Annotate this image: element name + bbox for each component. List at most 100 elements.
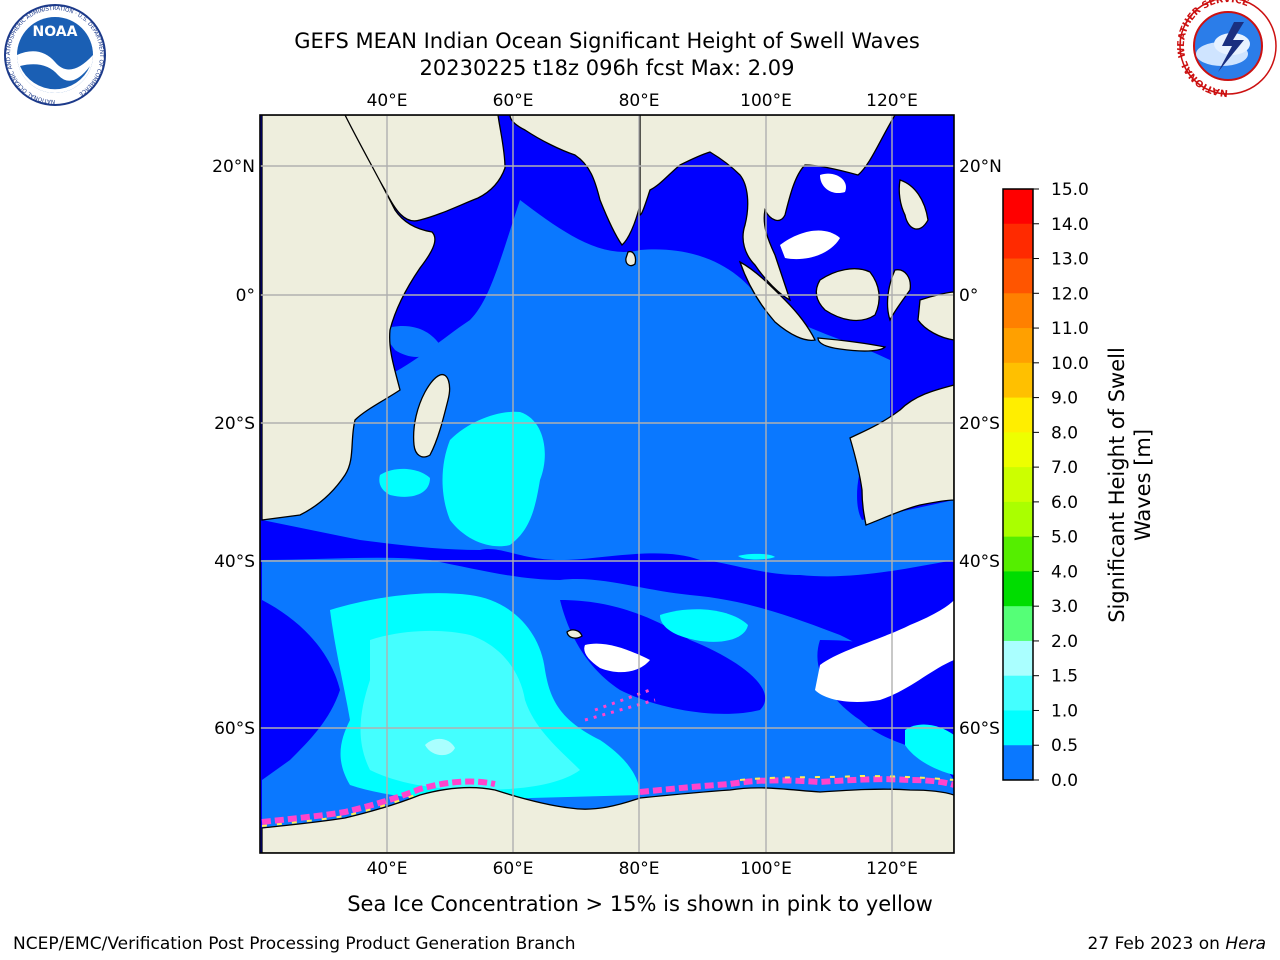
lat-label-right-60s: 60°S xyxy=(959,719,1000,739)
colorbar-band-10 xyxy=(1003,536,1033,572)
lat-label-left-20s: 20°S xyxy=(214,414,255,434)
colorbar-label-4: 11.0 xyxy=(1051,319,1089,339)
low-swell-south-hole xyxy=(560,600,766,714)
blank-patch-philippines xyxy=(820,173,846,194)
colorbar-label-9: 6.0 xyxy=(1051,493,1078,513)
title-line-2: 20230225 t18z 096h fcst Max: 2.09 xyxy=(420,56,795,80)
swell-1.0-1.5-mid xyxy=(660,609,748,642)
colorbar-label-10: 5.0 xyxy=(1051,528,1078,548)
colorbar-band-14 xyxy=(1003,675,1033,711)
lat-label-right-20n: 20°N xyxy=(959,157,1002,177)
colorbar-label-16: 0.5 xyxy=(1051,736,1078,756)
noaa-logo-text: NOAA xyxy=(33,24,78,40)
colorbar-label-12: 3.0 xyxy=(1051,597,1078,617)
footer-date: 27 Feb 2023 on xyxy=(1088,934,1226,954)
sea-ice-fringe xyxy=(261,776,954,825)
colorbar-band-1 xyxy=(1003,223,1033,260)
blank-patch-southeast xyxy=(815,600,954,702)
lon-label-bottom-120e: 120°E xyxy=(866,859,918,879)
colorbar-label-13: 2.0 xyxy=(1051,632,1078,652)
map-area xyxy=(260,115,954,853)
swell-1.5-2.0-south xyxy=(360,630,580,790)
lat-label-left-20n: 20°N xyxy=(212,157,255,177)
colorbar-label-6: 9.0 xyxy=(1051,389,1078,409)
noaa-logo: NOAA NATIONAL OCEANIC AND ATMOSPHERIC AD… xyxy=(4,4,106,106)
footer-left: NCEP/EMC/Verification Post Processing Pr… xyxy=(13,934,576,954)
colorbar-label-2: 13.0 xyxy=(1051,250,1089,270)
land-kerguelen xyxy=(566,629,583,639)
colorbar-band-0 xyxy=(1003,189,1033,225)
lat-label-right-40s: 40°S xyxy=(959,552,1000,572)
colorbar-label-8: 7.0 xyxy=(1051,458,1078,478)
land-philippines xyxy=(898,179,929,230)
colorbar-label-11: 4.0 xyxy=(1051,562,1078,582)
footer-right: 27 Feb 2023 on Hera xyxy=(1088,934,1266,954)
colorbar-band-2 xyxy=(1003,258,1033,294)
colorbar-label-1: 14.0 xyxy=(1051,215,1089,235)
lat-label-left-60s: 60°S xyxy=(214,719,255,739)
colorbar-band-7 xyxy=(1003,432,1033,468)
lon-label-bottom-100e: 100°E xyxy=(740,859,792,879)
footer-host: Hera xyxy=(1225,934,1266,954)
lon-label-top-100e: 100°E xyxy=(740,91,792,111)
land-sumatra xyxy=(738,260,816,341)
blank-patch-central-south xyxy=(584,643,650,673)
swell-0.5-1.0-central xyxy=(262,200,954,577)
land-horn-east-africa xyxy=(261,115,436,521)
colorbar-band-9 xyxy=(1003,501,1033,538)
lon-label-top-60e: 60°E xyxy=(493,91,534,111)
lon-label-bottom-60e: 60°E xyxy=(493,859,534,879)
colorbar-label-3: 12.0 xyxy=(1051,284,1089,304)
lon-label-top-80e: 80°E xyxy=(619,91,660,111)
colorbar-band-6 xyxy=(1003,397,1033,433)
sea-ice-fringe-yellow xyxy=(261,774,954,827)
land-india xyxy=(509,115,641,246)
colorbar-label-17: 0.0 xyxy=(1051,771,1078,791)
lat-label-left-0: 0° xyxy=(236,286,255,306)
lon-label-bottom-80e: 80°E xyxy=(619,859,660,879)
colorbar-frame xyxy=(1002,188,1034,781)
lat-label-left-40s: 40°S xyxy=(214,552,255,572)
colorbar-band-4 xyxy=(1003,328,1033,364)
lat-label-right-20s: 20°S xyxy=(959,414,1000,434)
low-swell-sw-coast xyxy=(262,600,340,780)
sea-ice-scatter xyxy=(584,688,656,722)
swell-2.0-3.0-peak xyxy=(425,738,455,756)
colorbar-label-14: 1.5 xyxy=(1051,667,1078,687)
swell-0.5-1.0-arabian xyxy=(380,325,440,357)
land-madagascar xyxy=(412,373,451,458)
blank-patch-south-china-sea xyxy=(780,230,840,260)
land-southeast-asia xyxy=(639,115,896,302)
land-antarctica xyxy=(261,786,954,853)
swell-1.0-1.5-small xyxy=(379,468,430,497)
colorbar-band-5 xyxy=(1003,362,1033,399)
colorbar-band-12 xyxy=(1003,606,1033,642)
colorbar-band-3 xyxy=(1003,293,1033,329)
colorbar-label-0: 15.0 xyxy=(1051,180,1089,200)
land-australia xyxy=(849,384,954,526)
land-sri-lanka xyxy=(625,250,637,267)
nws-logo: NATIONAL WEATHER SERVICE xyxy=(1176,0,1277,98)
sea-ice-note: Sea Ice Concentration > 15% is shown in … xyxy=(347,892,933,916)
lon-label-top-40e: 40°E xyxy=(367,91,408,111)
lat-label-right-0: 0° xyxy=(959,286,978,306)
colorbar-band-11 xyxy=(1003,571,1033,607)
colorbar-band-13 xyxy=(1003,640,1033,677)
colorbar-label-7: 8.0 xyxy=(1051,423,1078,443)
lon-label-top-120e: 120°E xyxy=(866,91,918,111)
gridlines xyxy=(260,115,954,853)
colorbar-band-8 xyxy=(1003,467,1033,503)
colorbar-title-line-1: Significant Height of Swell xyxy=(1105,347,1129,623)
colorbar-band-15 xyxy=(1003,710,1033,746)
colorbar: 15.0 14.0 13.0 12.0 11.0 10.0 9.0 8.0 7.0 6.0 5.0 4… xyxy=(1002,180,1089,791)
colorbar-title-line-2: Waves [m] xyxy=(1131,429,1155,541)
swell-1.0-1.5-madagascar-east xyxy=(442,411,545,547)
map-frame xyxy=(259,114,955,854)
title-line-1: GEFS MEAN Indian Ocean Significant Heigh… xyxy=(294,29,920,53)
colorbar-label-15: 1.0 xyxy=(1051,701,1078,721)
swell-1.0-1.5-southeast xyxy=(905,724,954,775)
colorbar-band-16 xyxy=(1003,745,1033,781)
land-java xyxy=(817,337,887,352)
